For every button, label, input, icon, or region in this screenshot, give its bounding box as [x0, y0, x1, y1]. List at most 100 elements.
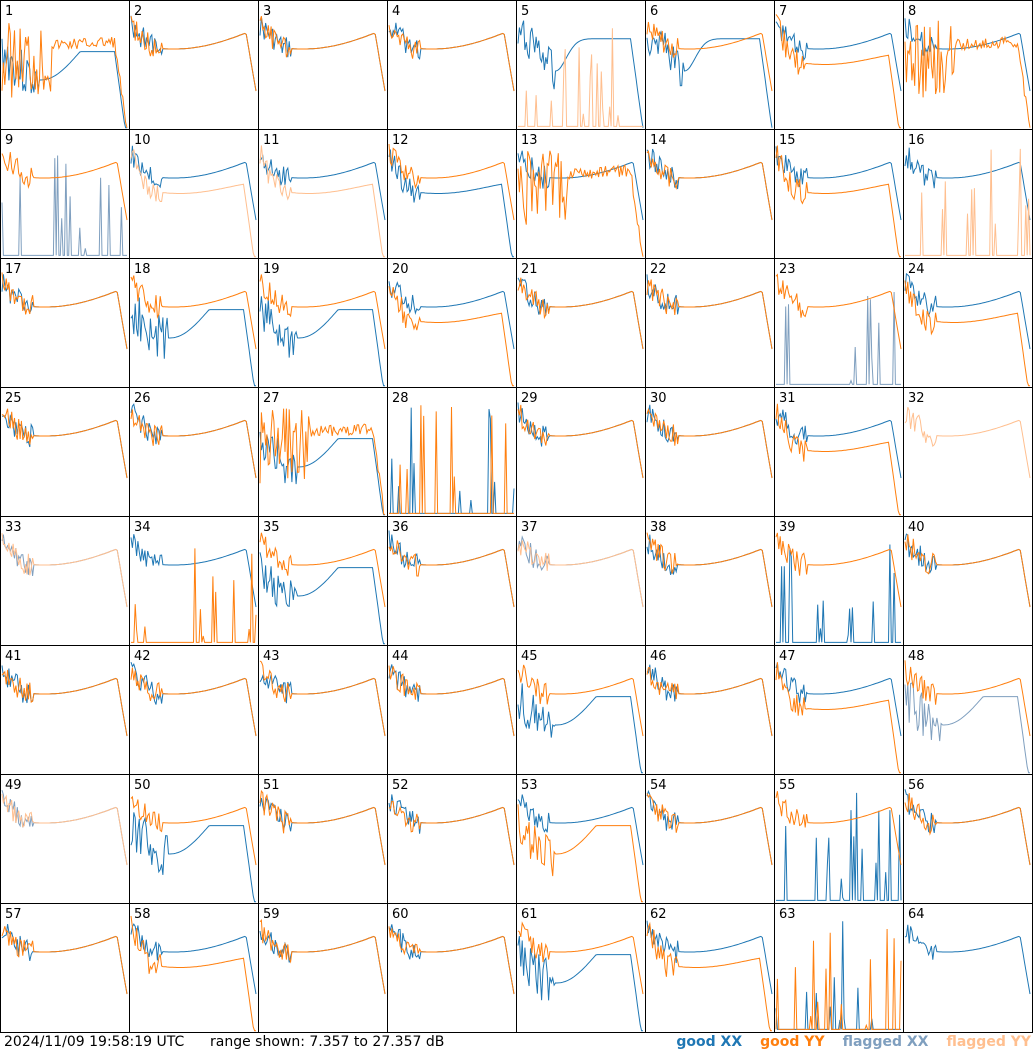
series-yy-line: [517, 540, 644, 608]
series-yy-line: [646, 150, 773, 221]
panel-label: 13: [521, 133, 538, 148]
series-xx-line: [775, 146, 902, 221]
panel-frame: [516, 387, 646, 517]
series-xx-line: [388, 149, 514, 258]
panel-frame: [516, 516, 646, 646]
series-yy-line: [131, 548, 257, 643]
series-xx-line: [388, 281, 515, 350]
series-yy-line: [517, 664, 644, 737]
panel-47: 47: [774, 645, 904, 775]
panel-frame: [645, 0, 775, 130]
panel-64: 64: [903, 903, 1033, 1033]
panel-60: 60: [387, 903, 517, 1033]
panel-11: 11: [258, 129, 388, 259]
series-yy-line: [1, 926, 128, 995]
series-yy-line: [130, 275, 257, 350]
series-yy-line: [130, 148, 256, 258]
panel-frame: [774, 0, 904, 130]
legend-good-yy: good YY: [760, 1034, 825, 1050]
panel-31: 31: [774, 387, 904, 517]
panel-frame: [258, 387, 388, 517]
series-yy-line: [775, 273, 902, 350]
series-yy-line: [904, 407, 1031, 479]
series-yy-line: [905, 148, 1031, 256]
panel-34: 34: [129, 516, 259, 646]
panel-frame: [645, 516, 775, 646]
panel-37: 37: [516, 516, 646, 646]
panel-frame: [903, 0, 1033, 130]
panel-label: 21: [521, 262, 538, 277]
series-yy-line: [775, 662, 901, 774]
series-xx-line: [904, 147, 1031, 221]
panel-label: 45: [521, 649, 538, 664]
panel-frame: [258, 0, 388, 130]
series-yy-line: [517, 921, 644, 995]
panel-label: 62: [650, 907, 667, 922]
panel-49: 49: [0, 774, 130, 904]
panel-label: 23: [779, 262, 796, 277]
panel-frame: [387, 258, 517, 388]
panel-frame: [516, 258, 646, 388]
panel-frame: [0, 387, 130, 517]
series-xx-line: [904, 18, 1031, 92]
panel-44: 44: [387, 645, 517, 775]
legend-flagged-yy: flagged YY: [946, 1034, 1031, 1050]
panel-frame: [0, 0, 130, 130]
series-xx-line: [130, 145, 257, 221]
panel-label: 42: [134, 649, 151, 664]
panel-frame: [387, 129, 517, 259]
panel-frame: [645, 387, 775, 517]
series-yy-line: [904, 660, 1031, 737]
series-yy-line: [1, 23, 128, 128]
panel-20: 20: [387, 258, 517, 388]
panel-frame: [903, 774, 1033, 904]
series-xx-line: [517, 150, 644, 221]
panel-frame: [387, 645, 517, 775]
panel-21: 21: [516, 258, 646, 388]
panel-label: 14: [650, 133, 667, 148]
panel-51: 51: [258, 774, 388, 904]
series-xx-line: [130, 297, 256, 387]
series-yy-line: [775, 14, 901, 129]
series-xx-line: [775, 662, 902, 737]
panel-9: 9: [0, 129, 130, 259]
panel-label: 57: [5, 907, 22, 922]
panel-frame: [387, 0, 517, 130]
panel-30: 30: [645, 387, 775, 517]
panel-28: 28: [387, 387, 517, 517]
panel-61: 61: [516, 903, 646, 1033]
series-yy-line: [904, 280, 1030, 387]
panel-54: 54: [645, 774, 775, 904]
legend-good-xx: good XX: [676, 1034, 743, 1050]
panel-label: 40: [908, 520, 925, 535]
series-yy-line: [517, 150, 644, 257]
series-yy-line: [388, 286, 514, 387]
panel-label: 30: [650, 391, 667, 406]
panel-label: 19: [263, 262, 280, 277]
series-yy-line: [517, 277, 644, 350]
panel-frame: [258, 645, 388, 775]
series-xx-line: [776, 792, 902, 901]
panel-55: 55: [774, 774, 904, 904]
panel-label: 32: [908, 391, 925, 406]
panel-frame: [774, 645, 904, 775]
panel-45: 45: [516, 645, 646, 775]
panel-label: 35: [263, 520, 280, 535]
panel-label: 9: [5, 133, 13, 148]
panel-27: 27: [258, 387, 388, 517]
panel-frame: [129, 645, 259, 775]
series-yy-line: [388, 926, 515, 995]
panel-label: 59: [263, 907, 280, 922]
panel-label: 15: [779, 133, 796, 148]
panel-label: 55: [779, 778, 796, 793]
series-yy-line: [259, 789, 386, 866]
series-yy-line: [775, 403, 901, 516]
panel-label: 34: [134, 520, 151, 535]
series-yy-line: [1, 272, 128, 350]
panel-frame: [645, 258, 775, 388]
series-xx-line: [776, 544, 901, 643]
series-xx-line: [130, 923, 257, 995]
panel-5: 5: [516, 0, 646, 130]
panel-frame: [129, 129, 259, 259]
panel-label: 20: [392, 262, 409, 277]
